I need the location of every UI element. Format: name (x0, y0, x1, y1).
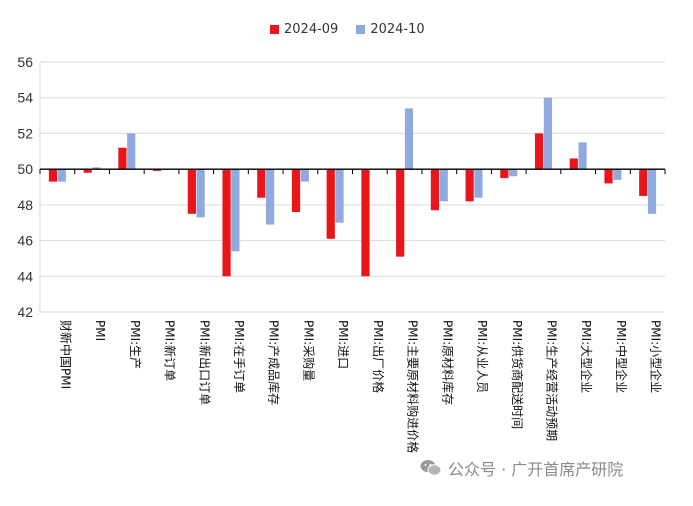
x-axis: 财新中国PMI PMI PMI:生产 PMI:新订单 PMI:新出口订单 PMI:在手订单… (39, 168, 666, 453)
bar-2024-09-0 (48, 169, 58, 182)
bar-2024-10-17 (647, 169, 657, 214)
bar-2024-09-16 (604, 169, 613, 184)
x-tick-label: PMI:大型企业 (579, 320, 594, 393)
legend-label-2024-10: 2024-10 (370, 22, 425, 37)
y-tick-label: 56 (17, 54, 33, 70)
x-tick-label: PMI (93, 320, 107, 341)
y-tick-label: 44 (17, 268, 33, 284)
legend-swatch-2024-09 (270, 25, 279, 34)
x-tick-label: PMI:原材料库存 (440, 320, 455, 405)
y-tick-label: 54 (17, 90, 33, 106)
bar-2024-10-8 (335, 169, 344, 223)
bar-2024-09-13 (500, 169, 509, 179)
bar-2024-10-4 (196, 169, 205, 218)
y-tick-label: 42 (17, 304, 33, 320)
bar-2024-09-5 (222, 169, 231, 277)
bar-2024-09-7 (291, 169, 301, 212)
legend-item-2024-09: 2024-09 (270, 22, 338, 37)
x-tick-label: PMI:新订单 (163, 320, 178, 381)
bar-2024-09-6 (257, 169, 266, 198)
bar-2024-10-10 (404, 108, 414, 170)
bar-2024-10-12 (474, 169, 483, 198)
bar-2024-09-8 (326, 169, 335, 239)
x-tick-label: PMI:出厂价格 (371, 320, 386, 393)
x-tick-label: PMI:产成品库存 (267, 320, 282, 405)
y-tick-label: 46 (17, 233, 33, 249)
legend-label-2024-09: 2024-09 (284, 22, 339, 37)
y-tick-label: 50 (17, 161, 33, 177)
bar-2024-10-5 (231, 169, 240, 252)
watermark: 公众号 · 广开首席产研院 (420, 456, 623, 480)
legend-swatch-2024-10 (356, 25, 366, 34)
legend: 2024-09 2024-10 (270, 22, 425, 37)
x-tick-label: PMI:小型企业 (649, 320, 664, 393)
x-tick-label: PMI:主要原材料购进价格 (406, 320, 421, 453)
x-tick-label: PMI:进口 (336, 320, 350, 369)
x-tick-label: PMI:新出口订单 (197, 320, 212, 405)
bar-2024-09-12 (465, 169, 474, 202)
bar-2024-10-6 (265, 169, 275, 225)
bar-2024-09-1 (83, 169, 92, 173)
bar-2024-10-1 (92, 167, 101, 170)
bars (48, 97, 657, 277)
bar-2024-09-4 (187, 169, 196, 214)
bar-2024-09-3 (153, 169, 162, 171)
bar-2024-10-7 (300, 169, 309, 182)
watermark-text: 公众号 · 广开首席产研院 (448, 460, 624, 479)
bar-2024-10-13 (509, 169, 518, 177)
x-tick-label: PMI:从业人员 (475, 320, 489, 393)
x-tick-label: PMI:生产经营活动预期 (544, 320, 558, 441)
y-tick-label: 52 (17, 125, 33, 141)
x-tick-label: PMI:中型企业 (614, 320, 629, 393)
bar-2024-10-0 (57, 169, 66, 182)
y-axis: 42 44 46 48 50 52 54 56 (17, 54, 41, 320)
bar-2024-09-2 (118, 147, 127, 170)
bar-2024-09-10 (396, 169, 405, 257)
grid-lines (40, 61, 665, 313)
bar-2024-10-11 (439, 169, 448, 202)
bar-2024-09-15 (569, 158, 578, 170)
bar-2024-10-2 (127, 133, 136, 170)
y-tick-label: 48 (17, 197, 33, 213)
bar-2024-09-14 (534, 133, 544, 170)
wechat-icon (420, 460, 442, 476)
x-tick-label: PMI:生产 (128, 320, 142, 369)
x-tick-label: PMI:供货商配送时间 (510, 320, 525, 429)
bar-2024-10-15 (578, 142, 587, 170)
bar-2024-09-9 (361, 169, 370, 277)
bar-2024-09-17 (639, 169, 648, 196)
x-tick-label: 财新中国PMI (58, 320, 73, 389)
x-tick-label: PMI:在手订单 (232, 320, 246, 393)
bar-2024-09-11 (430, 169, 440, 211)
bar-2024-10-14 (543, 97, 552, 170)
bar-2024-10-16 (613, 169, 622, 180)
legend-item-2024-10: 2024-10 (356, 22, 425, 37)
x-tick-label: PMI:采购量 (301, 320, 316, 381)
